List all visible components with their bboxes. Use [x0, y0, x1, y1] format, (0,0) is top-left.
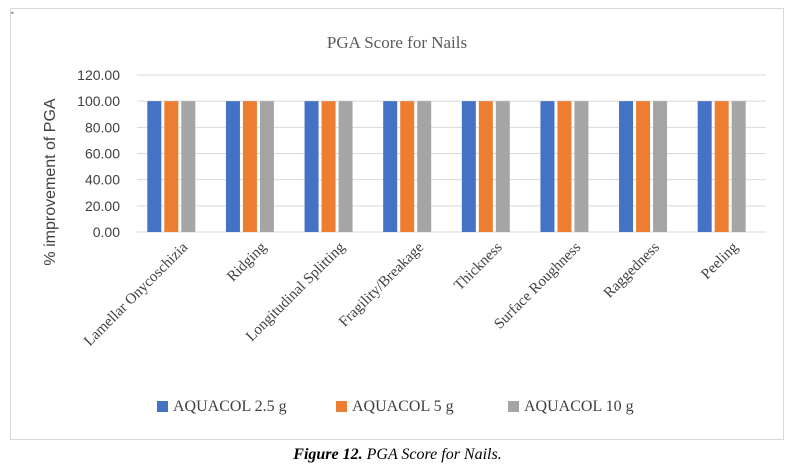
- bar-aquacol-2-5-g-7: [697, 101, 712, 233]
- legend-swatch: [157, 401, 168, 412]
- x-tick-label: Ridging: [224, 239, 270, 285]
- legend-label: AQUACOL 10 g: [524, 398, 634, 415]
- bar-aquacol-2-5-g-6: [619, 101, 634, 233]
- bar-aquacol-10-g-4: [495, 101, 510, 233]
- y-tick-label: 100.00: [77, 93, 120, 109]
- bar-aquacol-2-5-g-0: [147, 101, 162, 233]
- legend-swatch: [508, 401, 519, 412]
- bar-aquacol-2-5-g-4: [461, 101, 476, 233]
- bar-aquacol-10-g-5: [574, 101, 589, 233]
- bar-aquacol-5-g-1: [242, 101, 257, 233]
- bar-aquacol-5-g-4: [478, 101, 493, 233]
- bar-aquacol-10-g-2: [338, 101, 353, 233]
- corner-mark: •: [10, 9, 15, 18]
- caption-text: PGA Score for Nails.: [366, 446, 502, 463]
- bar-aquacol-5-g-6: [636, 101, 651, 233]
- x-tick-label: Lamellar Onycoschizia: [81, 239, 191, 349]
- bar-aquacol-5-g-7: [714, 101, 729, 233]
- legend-swatch: [336, 401, 347, 412]
- caption-label: Figure 12.: [293, 446, 363, 463]
- bar-aquacol-2-5-g-1: [225, 101, 240, 233]
- bars: [147, 101, 746, 233]
- y-tick-label: 0.00: [93, 224, 120, 240]
- y-tick-label: 40.00: [85, 172, 120, 188]
- y-tick-labels: 0.00 20.00 40.00 60.00 80.00 100.00 120.00: [77, 67, 120, 240]
- bar-aquacol-10-g-0: [181, 101, 196, 233]
- chart-title: PGA Score for Nails: [327, 33, 467, 52]
- legend-label: AQUACOL 5 g: [352, 398, 454, 415]
- y-tick-label: 120.00: [77, 67, 120, 83]
- bar-aquacol-10-g-7: [731, 101, 746, 233]
- bar-aquacol-5-g-5: [557, 101, 572, 233]
- x-tick-label: Thickness: [451, 239, 505, 293]
- bar-aquacol-2-5-g-3: [383, 101, 398, 233]
- y-axis-label: % improvement of PGA: [42, 98, 59, 266]
- figure-caption: Figure 12. PGA Score for Nails.: [0, 446, 795, 464]
- legend-label: AQUACOL 2.5 g: [173, 398, 287, 415]
- x-tick-label: Fragility/Breakage: [336, 239, 427, 330]
- x-tick-label: Raggedness: [601, 239, 663, 301]
- bar-aquacol-10-g-6: [653, 101, 668, 233]
- bar-aquacol-2-5-g-5: [540, 101, 555, 233]
- y-tick-label: 20.00: [85, 198, 120, 214]
- bar-aquacol-2-5-g-2: [304, 101, 319, 233]
- x-tick-label: Peeling: [698, 239, 741, 282]
- x-tick-label: Surface Roughness: [491, 239, 584, 332]
- bar-aquacol-10-g-1: [259, 101, 274, 233]
- legend: AQUACOL 2.5 g AQUACOL 5 g AQUACOL 10 g: [157, 398, 634, 415]
- bar-aquacol-5-g-0: [164, 101, 179, 233]
- bar-aquacol-10-g-3: [417, 101, 432, 233]
- y-tick-label: 60.00: [85, 146, 120, 162]
- bar-aquacol-5-g-2: [321, 101, 336, 233]
- bar-aquacol-5-g-3: [400, 101, 415, 233]
- x-tick-labels: Lamellar Onycoschizia RidgingLongitudinal…: [81, 239, 742, 349]
- y-tick-label: 80.00: [85, 119, 120, 135]
